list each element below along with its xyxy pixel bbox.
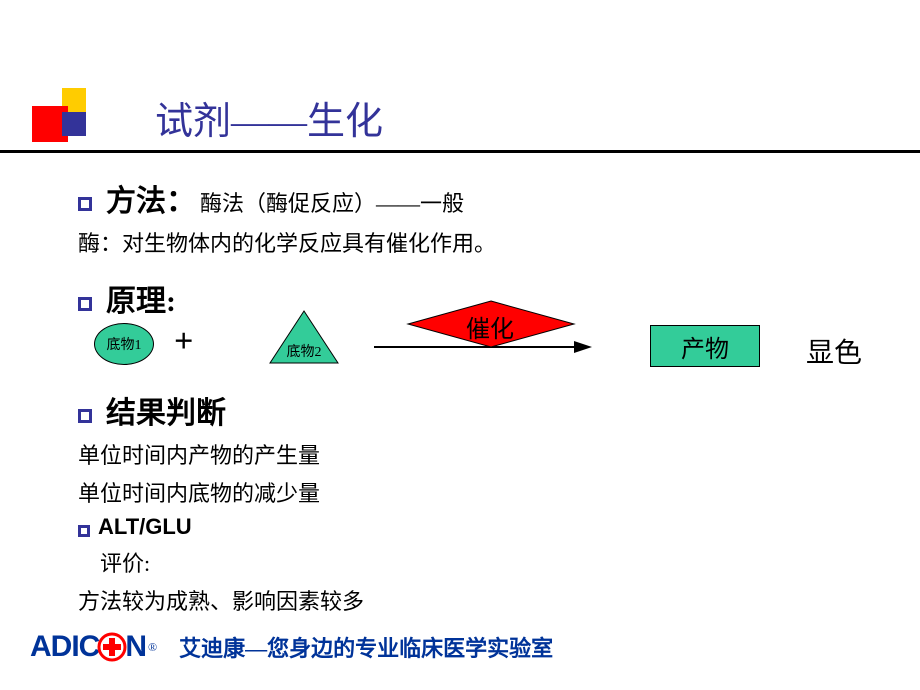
color-display-label: 显色 (806, 331, 862, 371)
corner-decoration (32, 88, 92, 148)
logo-text-1: ADIC (30, 630, 99, 664)
bullet-icon (78, 409, 92, 423)
evaluation-text: 方法较为成熟、影响因素较多 (78, 584, 890, 616)
catalyze-label: 催化 (460, 309, 520, 344)
logo-text-2: N (125, 630, 146, 664)
evaluation-label: 评价: (100, 546, 890, 578)
method-text: 方法： 酶法（酶促反应）——一般 (106, 176, 464, 220)
logo-plus-icon (97, 632, 127, 662)
plus-sign: + (174, 323, 193, 361)
lower-content: 结果判断 单位时间内产物的产生量 单位时间内底物的减少量 ALT/GLU 评价:… (78, 388, 890, 616)
result-label: 结果判断 (106, 388, 226, 432)
result-row: 结果判断 (78, 388, 890, 432)
method-row: 方法： 酶法（酶促反应）——一般 (78, 176, 890, 220)
content-area: 方法： 酶法（酶促反应）——一般 酶：对生物体内的化学反应具有催化作用。 原理: (78, 170, 890, 320)
substrate2-label: 底物2 (280, 341, 328, 361)
enzyme-note: 酶：对生物体内的化学反应具有催化作用。 (78, 226, 890, 258)
substrate1-label: 底物1 (107, 334, 142, 354)
slide-title: 试剂——生化 (155, 90, 383, 145)
title-underline (0, 150, 920, 153)
reaction-diagram: 底物1 + 底物2 催化 产物 显色 (80, 305, 900, 385)
result-line2: 单位时间内底物的减少量 (78, 476, 890, 508)
bullet-icon (78, 525, 90, 537)
substrate1-shape: 底物1 (94, 323, 154, 365)
footer: ADIC N ® 艾迪康—您身边的专业临床医学实验室 (30, 630, 553, 664)
method-value: 酶法（酶促反应）——一般 (200, 191, 464, 216)
registered-icon: ® (148, 640, 157, 655)
method-label: 方法： (106, 185, 196, 218)
alt-row: ALT/GLU (78, 514, 890, 540)
result-line1: 单位时间内产物的产生量 (78, 438, 890, 470)
product-label: 产物 (681, 329, 729, 364)
alt-label: ALT/GLU (98, 514, 192, 540)
tagline: 艾迪康—您身边的专业临床医学实验室 (179, 631, 553, 663)
product-shape: 产物 (650, 325, 760, 367)
bullet-icon (78, 197, 92, 211)
adicon-logo: ADIC N ® (30, 630, 157, 664)
